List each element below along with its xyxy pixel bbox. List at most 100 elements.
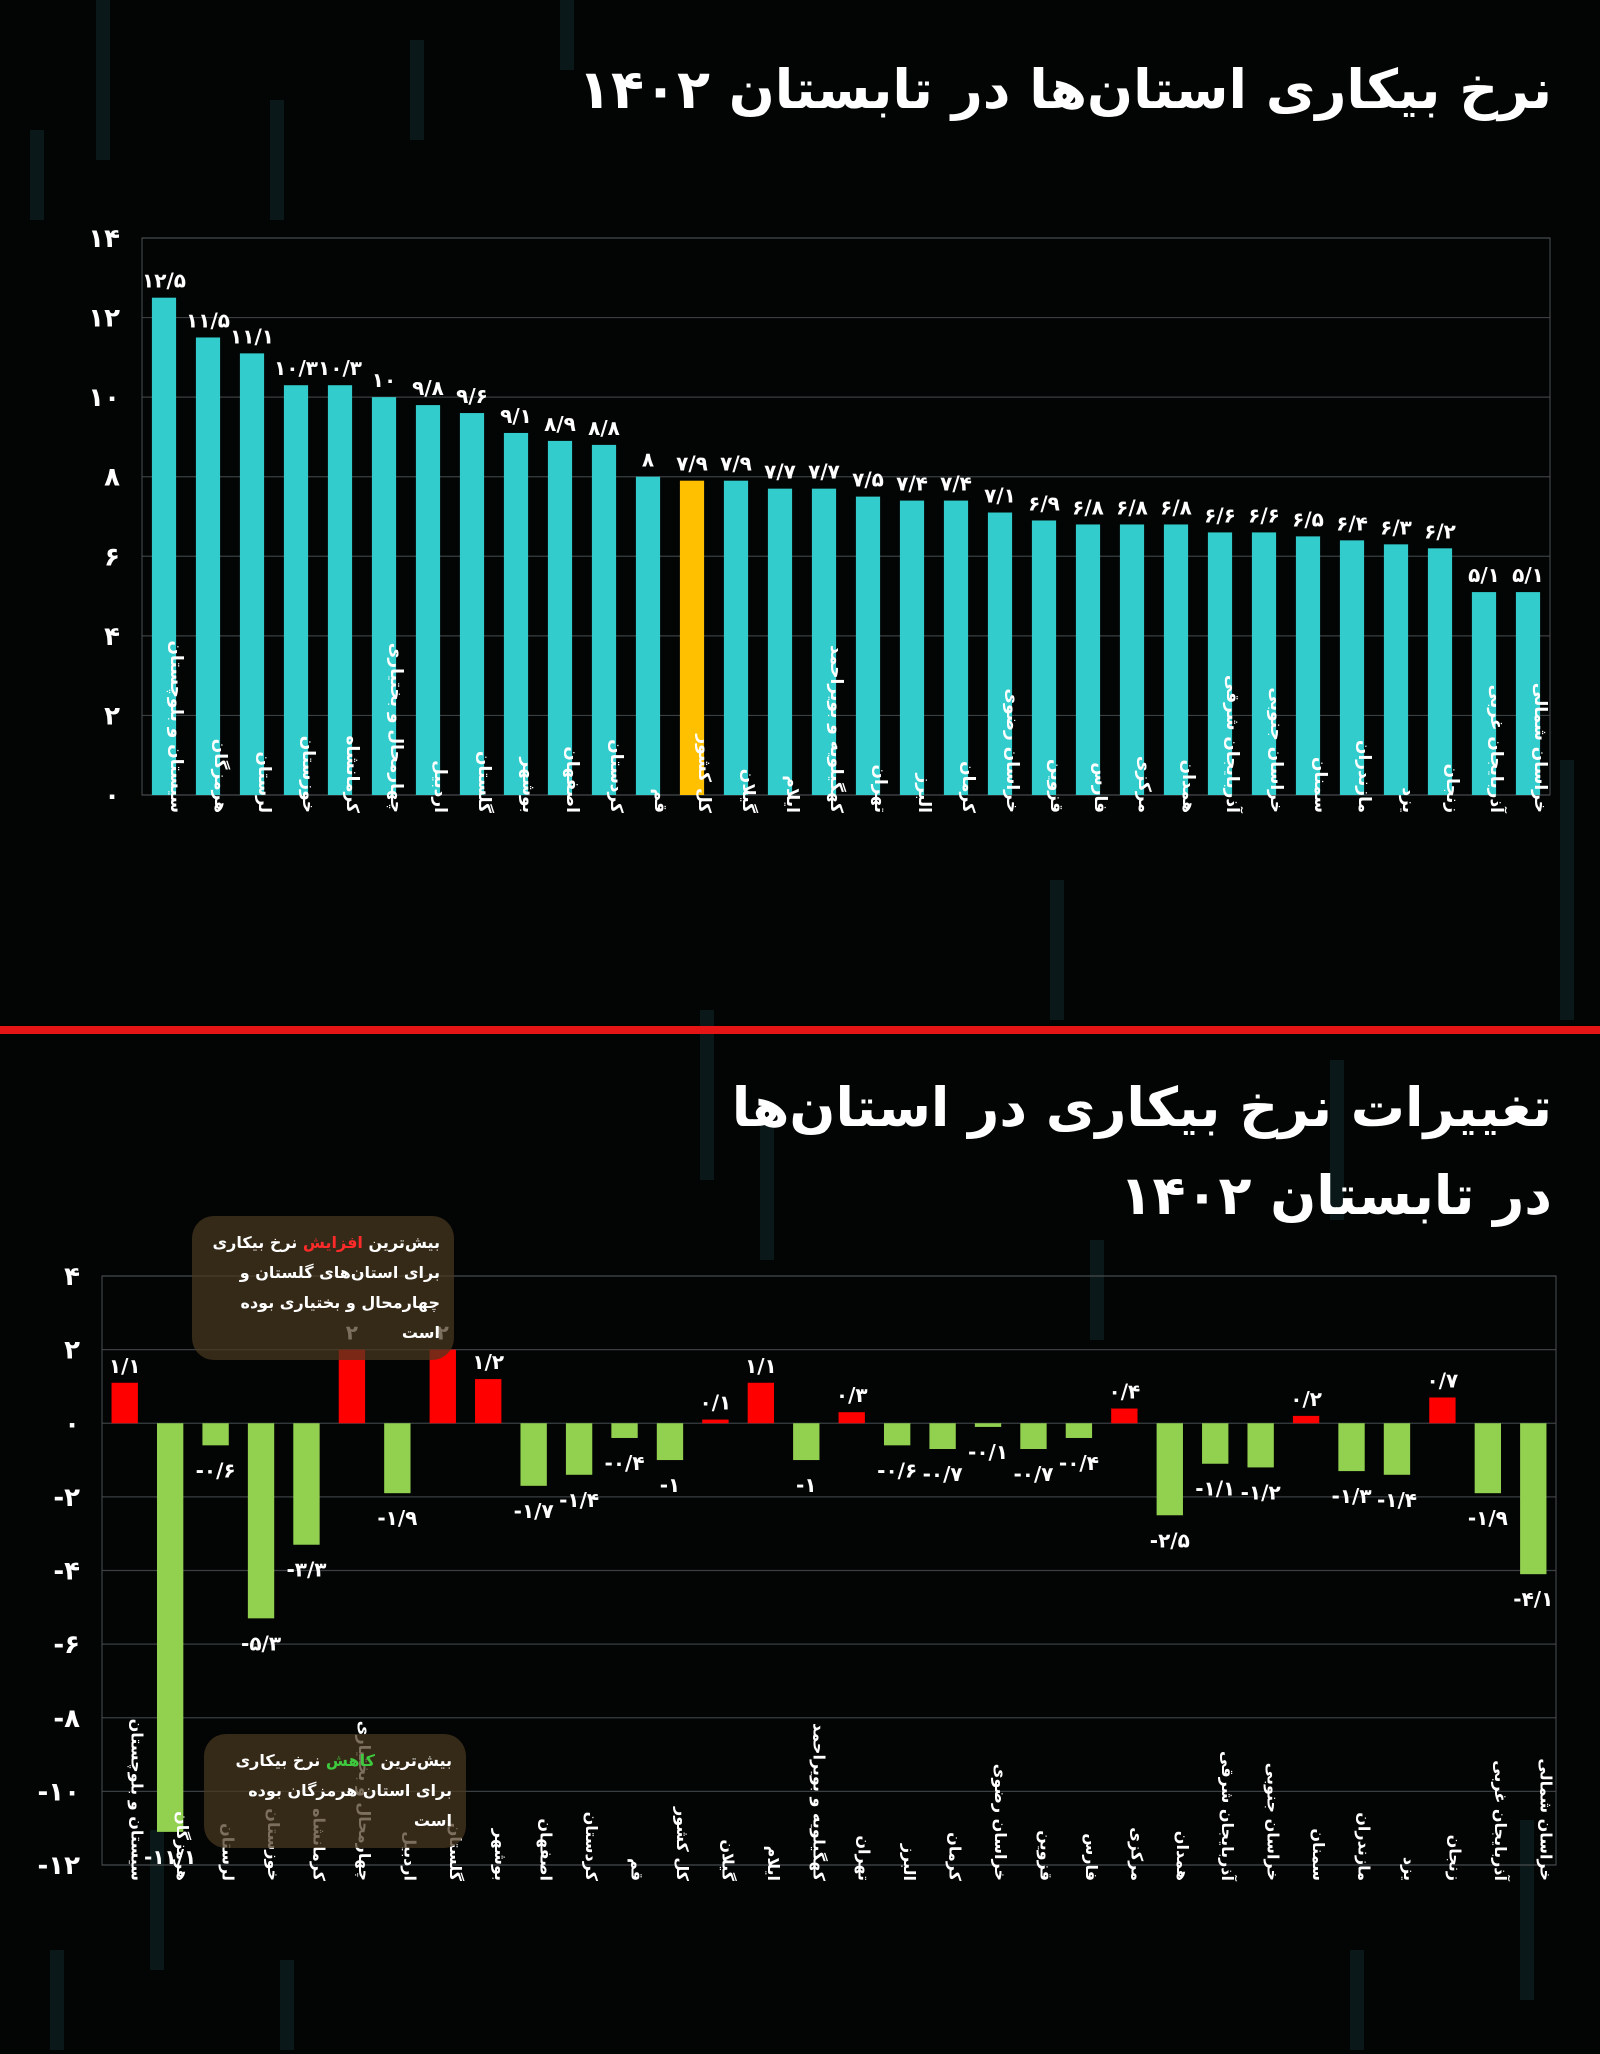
data-label: -۰/۴ bbox=[605, 1451, 645, 1475]
data-label: ۸/۸ bbox=[588, 416, 620, 440]
category-label: ایلام bbox=[782, 775, 802, 813]
category-label: کهگیلویه و بویراحمد bbox=[826, 645, 847, 813]
category-label: خراسان جنوبی bbox=[1266, 687, 1286, 813]
data-label: ۸/۹ bbox=[544, 412, 576, 436]
bar bbox=[1202, 1423, 1229, 1464]
bar bbox=[747, 1382, 775, 1424]
data-label: ۵/۱ bbox=[1512, 563, 1544, 587]
y-tick-label: ۲ bbox=[64, 1336, 80, 1366]
bar bbox=[855, 496, 881, 795]
panel-divider bbox=[0, 1026, 1600, 1034]
category-label: خراسان شمالی bbox=[1530, 683, 1550, 813]
category-label: مرکزی bbox=[1127, 1827, 1146, 1881]
data-label: ۱۱/۵ bbox=[186, 308, 230, 332]
category-label: اردبیل bbox=[430, 760, 450, 813]
bar bbox=[475, 1379, 502, 1424]
category-label: بوشهر bbox=[518, 756, 538, 813]
data-label: -۰/۷ bbox=[1013, 1462, 1053, 1486]
bar bbox=[1020, 1423, 1047, 1450]
data-label: ۶/۹ bbox=[1028, 491, 1060, 515]
bar bbox=[1474, 1423, 1502, 1494]
bar bbox=[943, 500, 969, 795]
bar bbox=[195, 337, 221, 795]
y-tick-label: ۰ bbox=[64, 1409, 80, 1439]
category-label: تهران bbox=[870, 764, 890, 813]
data-label: ۰/۳ bbox=[836, 1383, 868, 1407]
data-label: -۳/۳ bbox=[286, 1558, 326, 1582]
bar bbox=[1429, 1397, 1456, 1424]
y-tick-label: ۱۲ bbox=[88, 304, 120, 334]
bar bbox=[1471, 592, 1497, 795]
bar bbox=[635, 476, 661, 795]
data-label: ۱۲/۵ bbox=[142, 269, 186, 293]
bar bbox=[1207, 532, 1233, 795]
data-label: ۶/۶ bbox=[1248, 503, 1280, 527]
data-label: -۵/۳ bbox=[241, 1631, 281, 1655]
bar bbox=[1338, 1423, 1365, 1472]
bar bbox=[247, 1423, 275, 1619]
data-label: ۹/۸ bbox=[412, 376, 444, 400]
category-label: قزوین bbox=[1046, 759, 1066, 813]
bar bbox=[591, 444, 617, 795]
data-label: -۱ bbox=[796, 1473, 817, 1497]
data-label: -۱/۴ bbox=[559, 1488, 599, 1512]
data-label: ۱۱/۱ bbox=[230, 324, 274, 348]
data-label: ۰/۷ bbox=[1427, 1368, 1459, 1392]
bar bbox=[702, 1419, 729, 1424]
y-tick-label: ۴ bbox=[64, 1262, 80, 1292]
data-label: ۷/۹ bbox=[720, 452, 752, 476]
bg-stripe bbox=[270, 100, 284, 220]
y-tick-label: ۸ bbox=[104, 463, 120, 493]
data-label: ۷/۹ bbox=[676, 452, 708, 476]
bg-stripe bbox=[760, 1120, 774, 1260]
y-tick-label: ۲ bbox=[104, 701, 120, 731]
bar bbox=[239, 353, 265, 795]
category-label: قم bbox=[628, 1858, 647, 1881]
bar bbox=[371, 397, 397, 795]
data-label: ۶/۸ bbox=[1116, 495, 1148, 519]
bar bbox=[547, 440, 573, 795]
bar bbox=[679, 480, 705, 795]
y-tick-label: ۴ bbox=[104, 622, 120, 652]
y-tick-label: -۲ bbox=[53, 1483, 80, 1513]
y-tick-label: ۱۰ bbox=[88, 383, 120, 413]
category-label: مرکزی bbox=[1134, 756, 1154, 813]
bar bbox=[974, 1423, 1002, 1427]
category-label: بوشهر bbox=[491, 1828, 510, 1881]
chart1-title: نرخ بیکاری استان‌ها در تابستان ۱۴۰۲ bbox=[578, 58, 1552, 121]
category-label: آذربایجان غربی bbox=[1491, 1760, 1511, 1881]
data-label: -۰/۱ bbox=[968, 1440, 1008, 1464]
bg-stripe bbox=[700, 1010, 714, 1180]
data-label: ۵/۱ bbox=[1468, 563, 1500, 587]
unemployment-rate-panel: نرخ بیکاری استان‌ها در تابستان ۱۴۰۲ ۰ ۲ ۴ ۶… bbox=[88, 58, 1552, 814]
data-label: ۷/۷ bbox=[764, 460, 796, 484]
category-label: کهگیلویه و بویراحمد bbox=[809, 1723, 828, 1882]
data-label: ۰/۲ bbox=[1290, 1387, 1322, 1411]
data-label: ۷/۴ bbox=[940, 472, 972, 496]
category-label: قزوین bbox=[1036, 1830, 1055, 1881]
category-label: اصفهان bbox=[562, 746, 582, 813]
data-label: ۱۰ bbox=[372, 368, 396, 392]
bar bbox=[503, 432, 529, 795]
y-tick-label: ۰ bbox=[104, 781, 120, 811]
category-label: کرمان bbox=[946, 1832, 965, 1882]
bar bbox=[1031, 520, 1057, 795]
data-label: -۰/۶ bbox=[877, 1458, 917, 1482]
data-label: ۶/۳ bbox=[1380, 515, 1412, 539]
note-decrease-after: نرخ بیکاری برای استان هرمزگان بوده است bbox=[235, 1751, 452, 1830]
data-label: ۱۰/۳ bbox=[318, 356, 362, 380]
data-label: -۰/۷ bbox=[923, 1462, 963, 1486]
max-increase-note: بیش‌ترین افزایش نرخ بیکاری برای استان‌ها… bbox=[192, 1216, 454, 1360]
bar bbox=[1075, 524, 1101, 795]
data-label: ۶/۴ bbox=[1336, 511, 1368, 535]
bar bbox=[1251, 532, 1277, 795]
data-label: -۲/۵ bbox=[1150, 1528, 1190, 1552]
category-label: کردستان bbox=[606, 739, 626, 813]
bar bbox=[1383, 544, 1409, 795]
y-tick-label: ۱۴ bbox=[88, 224, 120, 254]
data-label: ۶/۵ bbox=[1292, 507, 1324, 531]
category-label: قم bbox=[650, 789, 670, 813]
bar bbox=[151, 297, 177, 795]
